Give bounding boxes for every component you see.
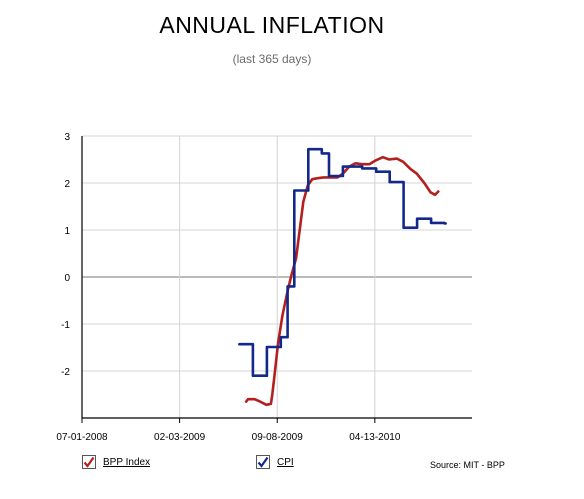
grid-lines: [81, 135, 472, 418]
checkbox-cpi[interactable]: [256, 455, 270, 469]
x-tick-label: 09-08-2009: [252, 432, 304, 443]
axes: [81, 136, 472, 423]
y-tick-label: 0: [64, 273, 70, 284]
tick-labels: 3 2 1 0 -1 -2 07-01-2008 02-03-2009 09-08-2009 04…: [56, 132, 400, 443]
source-note: Source: MIT - BPP: [430, 460, 505, 470]
chart-subtitle: (last 365 days): [232, 52, 312, 66]
legend-label-cpi[interactable]: CPI: [277, 456, 294, 468]
series-line-cpi: [238, 147, 447, 377]
legend-item-bpp-index[interactable]: BPP Index: [82, 455, 150, 469]
x-tick-label: 07-01-2008: [56, 432, 108, 443]
y-tick-label: 2: [64, 179, 70, 190]
series-line-bpp-index: [244, 155, 440, 407]
x-tick-label: 02-03-2009: [154, 432, 206, 443]
y-tick-label: 3: [64, 132, 70, 143]
checkmark-icon: [83, 456, 95, 468]
legend-item-cpi[interactable]: CPI: [256, 455, 294, 469]
x-tick-label: 04-13-2010: [349, 432, 401, 443]
y-tick-label: 1: [64, 226, 70, 237]
y-tick-label: -2: [61, 367, 70, 378]
series-lines: [238, 147, 447, 407]
y-tick-label: -1: [61, 320, 70, 331]
legend-label-bpp-index[interactable]: BPP Index: [103, 456, 151, 468]
checkmark-icon: [257, 456, 269, 468]
chart-title: ANNUAL INFLATION: [159, 12, 385, 38]
checkbox-bpp-index[interactable]: [82, 455, 96, 469]
